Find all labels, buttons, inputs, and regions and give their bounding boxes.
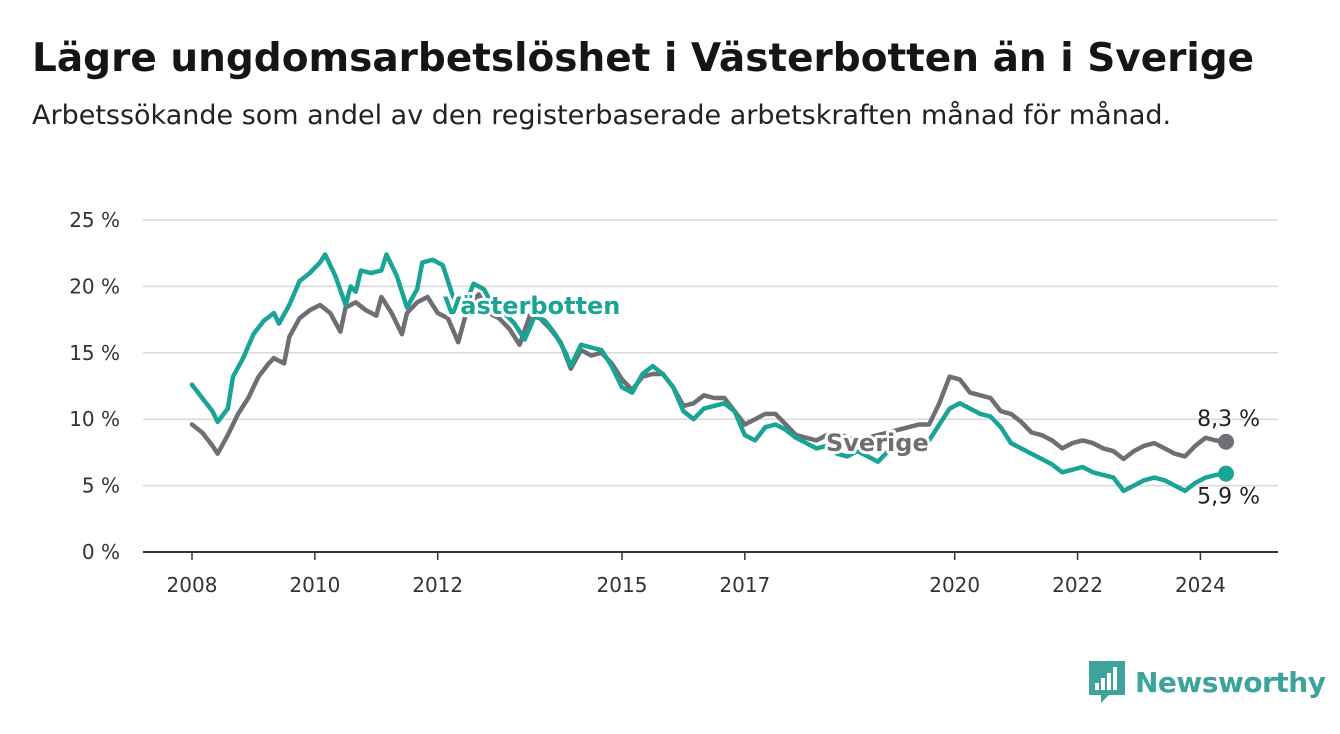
x-tick-label: 2010 (289, 573, 340, 597)
newsworthy-logo[interactable]: Newsworthy (1089, 660, 1326, 704)
x-tick-label: 2022 (1052, 573, 1103, 597)
series-line-sverige (189, 292, 1229, 462)
series-end-dot (1218, 433, 1234, 450)
brand-name: Newsworthy (1135, 665, 1326, 699)
series-labels: 8,3 % Sverige 5,9 % Västerbotten (440, 289, 1260, 510)
y-tick-label: 15 % (69, 341, 120, 365)
series-label: Sverige (826, 429, 929, 457)
series-end-dot (1218, 465, 1234, 482)
x-axis-ticks: 2008 2010 2012 2015 2017 2020 2022 2024 (167, 552, 1226, 597)
y-tick-label: 5 % (82, 474, 120, 498)
y-axis-ticks: 0 % 5 % 10 % 15 % 20 % 25 % (69, 208, 120, 564)
x-tick-label: 2017 (719, 573, 770, 597)
bar-chart-logo-icon (1089, 661, 1125, 703)
series-label: Västerbotten (443, 292, 620, 320)
x-tick-label: 2020 (929, 573, 980, 597)
series-line-vasterbotten (189, 252, 1229, 494)
y-tick-label: 10 % (69, 407, 120, 431)
x-tick-label: 2015 (597, 573, 648, 597)
series-end-label: 5,9 % (1197, 485, 1260, 510)
chart-title: Lägre ungdomsarbetslöshet i Västerbotten… (32, 36, 1255, 81)
x-tick-label: 2008 (167, 573, 218, 597)
y-tick-label: 25 % (69, 208, 120, 232)
x-tick-label: 2012 (412, 573, 463, 597)
series-lines (189, 252, 1234, 494)
gridlines (143, 219, 1278, 553)
x-tick-label: 2024 (1175, 573, 1226, 597)
series-end-label: 8,3 % (1197, 407, 1260, 432)
y-tick-label: 0 % (82, 540, 120, 564)
y-tick-label: 20 % (69, 274, 120, 298)
chart-subtitle: Arbetssökande som andel av den registerb… (32, 100, 1172, 131)
